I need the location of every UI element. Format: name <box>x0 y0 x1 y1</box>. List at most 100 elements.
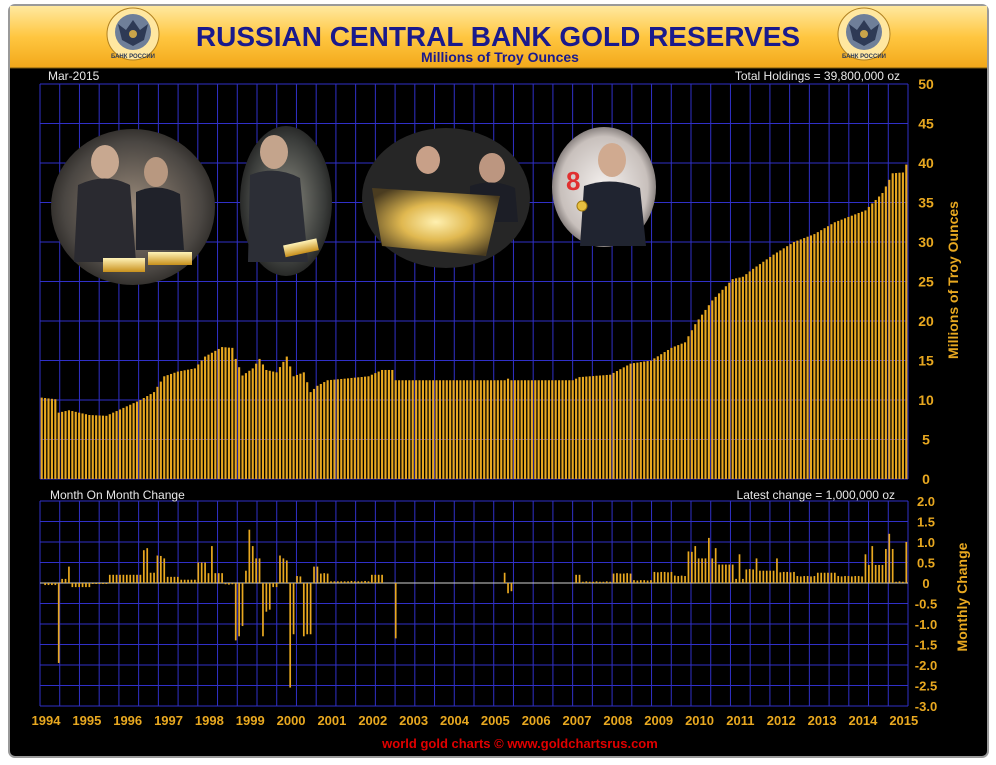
holdings-bar <box>888 179 891 479</box>
holdings-bar <box>261 364 265 479</box>
change-bar <box>691 551 693 583</box>
holdings-bar <box>564 380 567 479</box>
holdings-bar <box>391 369 394 479</box>
change-bar <box>221 573 223 583</box>
holdings-bar <box>895 173 898 479</box>
holdings-bar <box>683 342 687 479</box>
holdings-bar <box>714 296 717 479</box>
footer-credit: world gold charts © www.goldchartsrus.co… <box>381 736 658 751</box>
change-bar <box>871 546 874 583</box>
change-bar <box>374 574 377 583</box>
change-bar <box>360 581 363 583</box>
change-bar <box>122 574 125 583</box>
holdings-bar <box>421 380 424 479</box>
holdings-bar <box>462 380 465 479</box>
holdings-bar <box>435 380 438 479</box>
holdings-bar <box>544 380 547 479</box>
holdings-bar <box>595 375 598 479</box>
holdings-bar <box>346 378 350 479</box>
y-tick-label: 45 <box>918 116 934 132</box>
holdings-bar <box>479 380 482 479</box>
change-bar <box>115 574 118 583</box>
change-bar <box>166 576 169 583</box>
change-bar <box>694 546 697 583</box>
change-bar <box>313 566 315 583</box>
holdings-bar <box>840 219 843 479</box>
holdings-bar <box>81 413 84 479</box>
holdings-bar <box>891 173 894 479</box>
change-bar <box>646 580 649 583</box>
y-tick-label: 0 <box>922 576 929 591</box>
change-bar <box>711 558 714 583</box>
change-bar <box>299 576 302 583</box>
holdings-bar <box>629 363 632 479</box>
change-bar <box>187 579 189 583</box>
change-bar <box>292 583 295 635</box>
holdings-y-axis-label: Millions of Troy Ounces <box>945 201 961 359</box>
holdings-bar <box>864 210 867 479</box>
change-bar <box>799 576 802 583</box>
holdings-bar <box>765 259 768 479</box>
change-bar <box>44 583 46 586</box>
x-tick-label: 2001 <box>317 713 346 728</box>
holdings-bar <box>503 380 506 479</box>
holdings-bar <box>735 278 738 479</box>
change-bar <box>268 583 271 610</box>
change-bar <box>704 558 707 583</box>
change-bar <box>347 581 349 583</box>
change-bar <box>850 576 853 583</box>
holdings-bar <box>551 380 554 479</box>
x-tick-label: 1998 <box>195 713 224 728</box>
change-bar <box>142 550 145 583</box>
change-bar <box>588 581 591 583</box>
change-bar <box>139 574 142 583</box>
change-bar <box>197 562 200 583</box>
holdings-bar <box>455 380 459 479</box>
change-bar <box>255 558 257 583</box>
change-bar <box>296 576 298 583</box>
change-bar <box>350 580 353 583</box>
holdings-bar <box>282 361 285 479</box>
change-bar <box>772 570 775 583</box>
officials-gold-bar-photo <box>362 128 530 268</box>
change-bar <box>88 583 91 588</box>
holdings-bar <box>592 376 595 479</box>
holdings-bar <box>353 377 356 479</box>
holdings-bar <box>581 376 584 479</box>
holdings-bar <box>775 252 779 479</box>
holdings-bar <box>809 235 813 479</box>
y-tick-label: 1.0 <box>917 535 935 550</box>
holdings-bar <box>183 370 186 479</box>
holdings-bar <box>432 380 435 479</box>
holdings-bar <box>176 371 179 479</box>
holdings-corner-right: Total Holdings = 39,800,000 oz <box>735 69 900 83</box>
change-bar <box>885 548 887 583</box>
emblem-right: БАНК РОССИИ <box>837 7 891 61</box>
change-bar <box>902 581 904 583</box>
change-bar <box>204 562 206 583</box>
change-bar <box>381 574 383 583</box>
change-bar <box>684 576 686 583</box>
holdings-bar <box>537 380 540 479</box>
change-bar <box>282 558 285 583</box>
holdings-bar <box>210 352 213 479</box>
holdings-bar <box>61 411 64 479</box>
change-bar <box>354 581 356 583</box>
holdings-bar <box>193 368 196 479</box>
holdings-bar <box>78 412 81 479</box>
holdings-bar <box>878 196 881 479</box>
change-bar <box>224 583 227 585</box>
holdings-bar <box>605 374 608 479</box>
holdings-bar <box>364 376 367 479</box>
holdings-bar <box>241 375 244 479</box>
change-bar <box>105 583 108 584</box>
change-bar <box>231 583 234 585</box>
change-bar <box>697 558 700 583</box>
holdings-bar <box>197 364 200 479</box>
holdings-bar <box>115 411 118 479</box>
holdings-bar <box>149 394 152 479</box>
holdings-bar <box>442 380 445 479</box>
holdings-bar <box>609 374 612 479</box>
holdings-bar <box>663 352 666 479</box>
